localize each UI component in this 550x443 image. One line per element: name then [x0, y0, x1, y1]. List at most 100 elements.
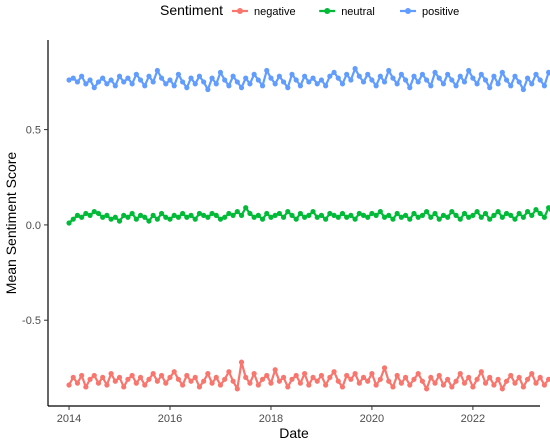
x-tick-label: 2016 [158, 413, 182, 425]
data-point-neutral [175, 214, 182, 220]
data-point-neutral [201, 212, 207, 218]
data-point-positive [180, 79, 186, 85]
data-point-negative [293, 372, 299, 379]
data-point-positive [524, 75, 531, 81]
data-point-positive [74, 79, 81, 85]
x-tick-label: 2022 [461, 413, 485, 425]
data-point-neutral [310, 208, 316, 215]
data-point-neutral [377, 208, 383, 215]
series-neutral [66, 205, 550, 226]
data-point-neutral [453, 212, 459, 218]
data-point-positive [436, 75, 442, 81]
data-point-positive [407, 85, 413, 91]
data-point-positive [112, 83, 118, 89]
data-point-negative [74, 380, 81, 386]
legend-key-point-positive [405, 8, 411, 14]
data-point-positive [66, 77, 72, 83]
data-point-positive [184, 85, 190, 91]
data-point-positive [344, 71, 350, 77]
data-point-positive [243, 75, 249, 81]
data-point-positive [192, 81, 198, 87]
data-point-neutral [142, 214, 148, 220]
data-point-negative [297, 380, 304, 386]
data-point-negative [394, 372, 400, 379]
data-point-neutral [335, 214, 341, 220]
data-point-neutral [356, 210, 362, 217]
data-point-negative [217, 382, 224, 388]
data-point-neutral [243, 205, 249, 211]
data-point-neutral [238, 212, 245, 218]
data-point-negative [533, 380, 539, 386]
data-point-positive [310, 75, 316, 81]
data-point-neutral [205, 214, 211, 220]
data-point-negative [66, 382, 72, 388]
data-point-positive [154, 67, 160, 74]
data-point-positive [499, 69, 505, 76]
data-point-negative [146, 376, 152, 382]
data-point-neutral [74, 212, 81, 218]
data-point-negative [196, 384, 203, 390]
data-point-neutral [520, 214, 526, 220]
data-point-positive [293, 77, 299, 83]
data-point-neutral [297, 210, 304, 217]
data-point-neutral [516, 210, 522, 217]
data-point-positive [142, 83, 148, 89]
data-point-positive [280, 79, 287, 85]
data-point-neutral [79, 214, 85, 220]
data-point-neutral [108, 216, 114, 222]
data-point-negative [116, 374, 123, 381]
y-tick-label: 0.0 [26, 220, 41, 232]
data-point-neutral [512, 216, 518, 222]
data-point-positive [150, 79, 156, 85]
legend-title: Sentiment [160, 2, 223, 18]
data-point-positive [268, 75, 274, 81]
data-point-negative [335, 378, 341, 384]
data-point-negative [268, 380, 274, 386]
data-point-negative [386, 378, 392, 384]
data-point-positive [247, 81, 253, 87]
data-point-positive [234, 79, 240, 85]
data-point-neutral [289, 212, 295, 218]
data-point-positive [163, 81, 169, 87]
data-point-positive [213, 81, 219, 87]
data-point-negative [440, 382, 447, 388]
data-point-neutral [491, 212, 497, 218]
data-point-neutral [158, 210, 165, 217]
data-point-positive [381, 79, 388, 85]
series-layer [66, 65, 550, 392]
data-point-negative [436, 372, 442, 379]
data-point-negative [428, 374, 434, 381]
data-point-positive [373, 83, 379, 89]
data-point-positive [411, 73, 417, 79]
y-tick-label: 0.5 [26, 125, 41, 137]
data-point-positive [104, 81, 110, 87]
series-negative [66, 359, 550, 392]
data-point-neutral [373, 212, 379, 218]
data-point-positive [87, 77, 93, 83]
data-point-negative [377, 376, 383, 382]
data-point-neutral [276, 210, 282, 217]
data-point-negative [150, 370, 156, 377]
data-point-neutral [293, 216, 299, 222]
data-point-positive [440, 81, 447, 87]
data-point-negative [508, 372, 514, 379]
data-point-neutral [104, 212, 110, 218]
data-point-negative [365, 378, 371, 384]
data-point-positive [453, 83, 459, 89]
data-point-neutral [407, 216, 413, 222]
legend-items: negative neutral positive [232, 6, 459, 18]
data-point-positive [487, 85, 493, 91]
data-point-neutral [188, 212, 194, 218]
data-point-positive [419, 71, 426, 77]
data-point-negative [398, 380, 404, 386]
y-axis-title: Mean Sentiment Score [3, 152, 19, 295]
data-point-neutral [482, 210, 489, 217]
data-point-neutral [184, 214, 190, 220]
data-point-neutral [499, 214, 505, 220]
data-point-positive [520, 86, 526, 93]
data-point-negative [171, 369, 177, 375]
data-point-neutral [213, 212, 219, 218]
data-point-positive [360, 79, 367, 85]
data-point-negative [314, 378, 320, 384]
data-point-neutral [474, 208, 480, 215]
